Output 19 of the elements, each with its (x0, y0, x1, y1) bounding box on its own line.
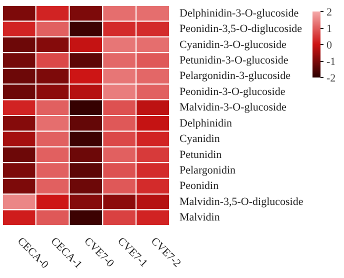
y-tick-label: Cyanidin (180, 133, 220, 146)
y-tick-label: Petunidin-3-O-glucoside (180, 54, 288, 66)
y-tick-label: Peonidin-3,5-O-diglucoside (180, 23, 302, 36)
y-tick-label: Malvidin-3,5-O-diglucoside (180, 196, 304, 208)
y-tick-label: Pelargonidin (180, 164, 236, 176)
color-bar-label: 2 (326, 6, 332, 18)
y-tick-label: Peonidin (180, 180, 220, 192)
y-tick-label: Malvidin-3-O-glucoside (180, 102, 287, 114)
y-tick-label: Petunidin (180, 148, 222, 161)
y-tick-label: Peonidin-3-O-glucoside (180, 86, 286, 98)
color-bar-label: 1 (326, 23, 332, 35)
y-tick-label: Pelargonidin-3-glucoside (180, 70, 291, 82)
y-tick-label: Malvidin (180, 212, 220, 224)
y-tick-label: Cyanidin-3-O-glucoside (180, 38, 287, 51)
y-tick-label: Delphinidin (180, 117, 233, 130)
color-bar-label: -1 (326, 56, 336, 68)
color-bar-label: -2 (326, 72, 336, 84)
y-tick-label: Delphinidin-3-O-glucoside (180, 7, 299, 20)
color-bar-label: 0 (326, 40, 332, 52)
